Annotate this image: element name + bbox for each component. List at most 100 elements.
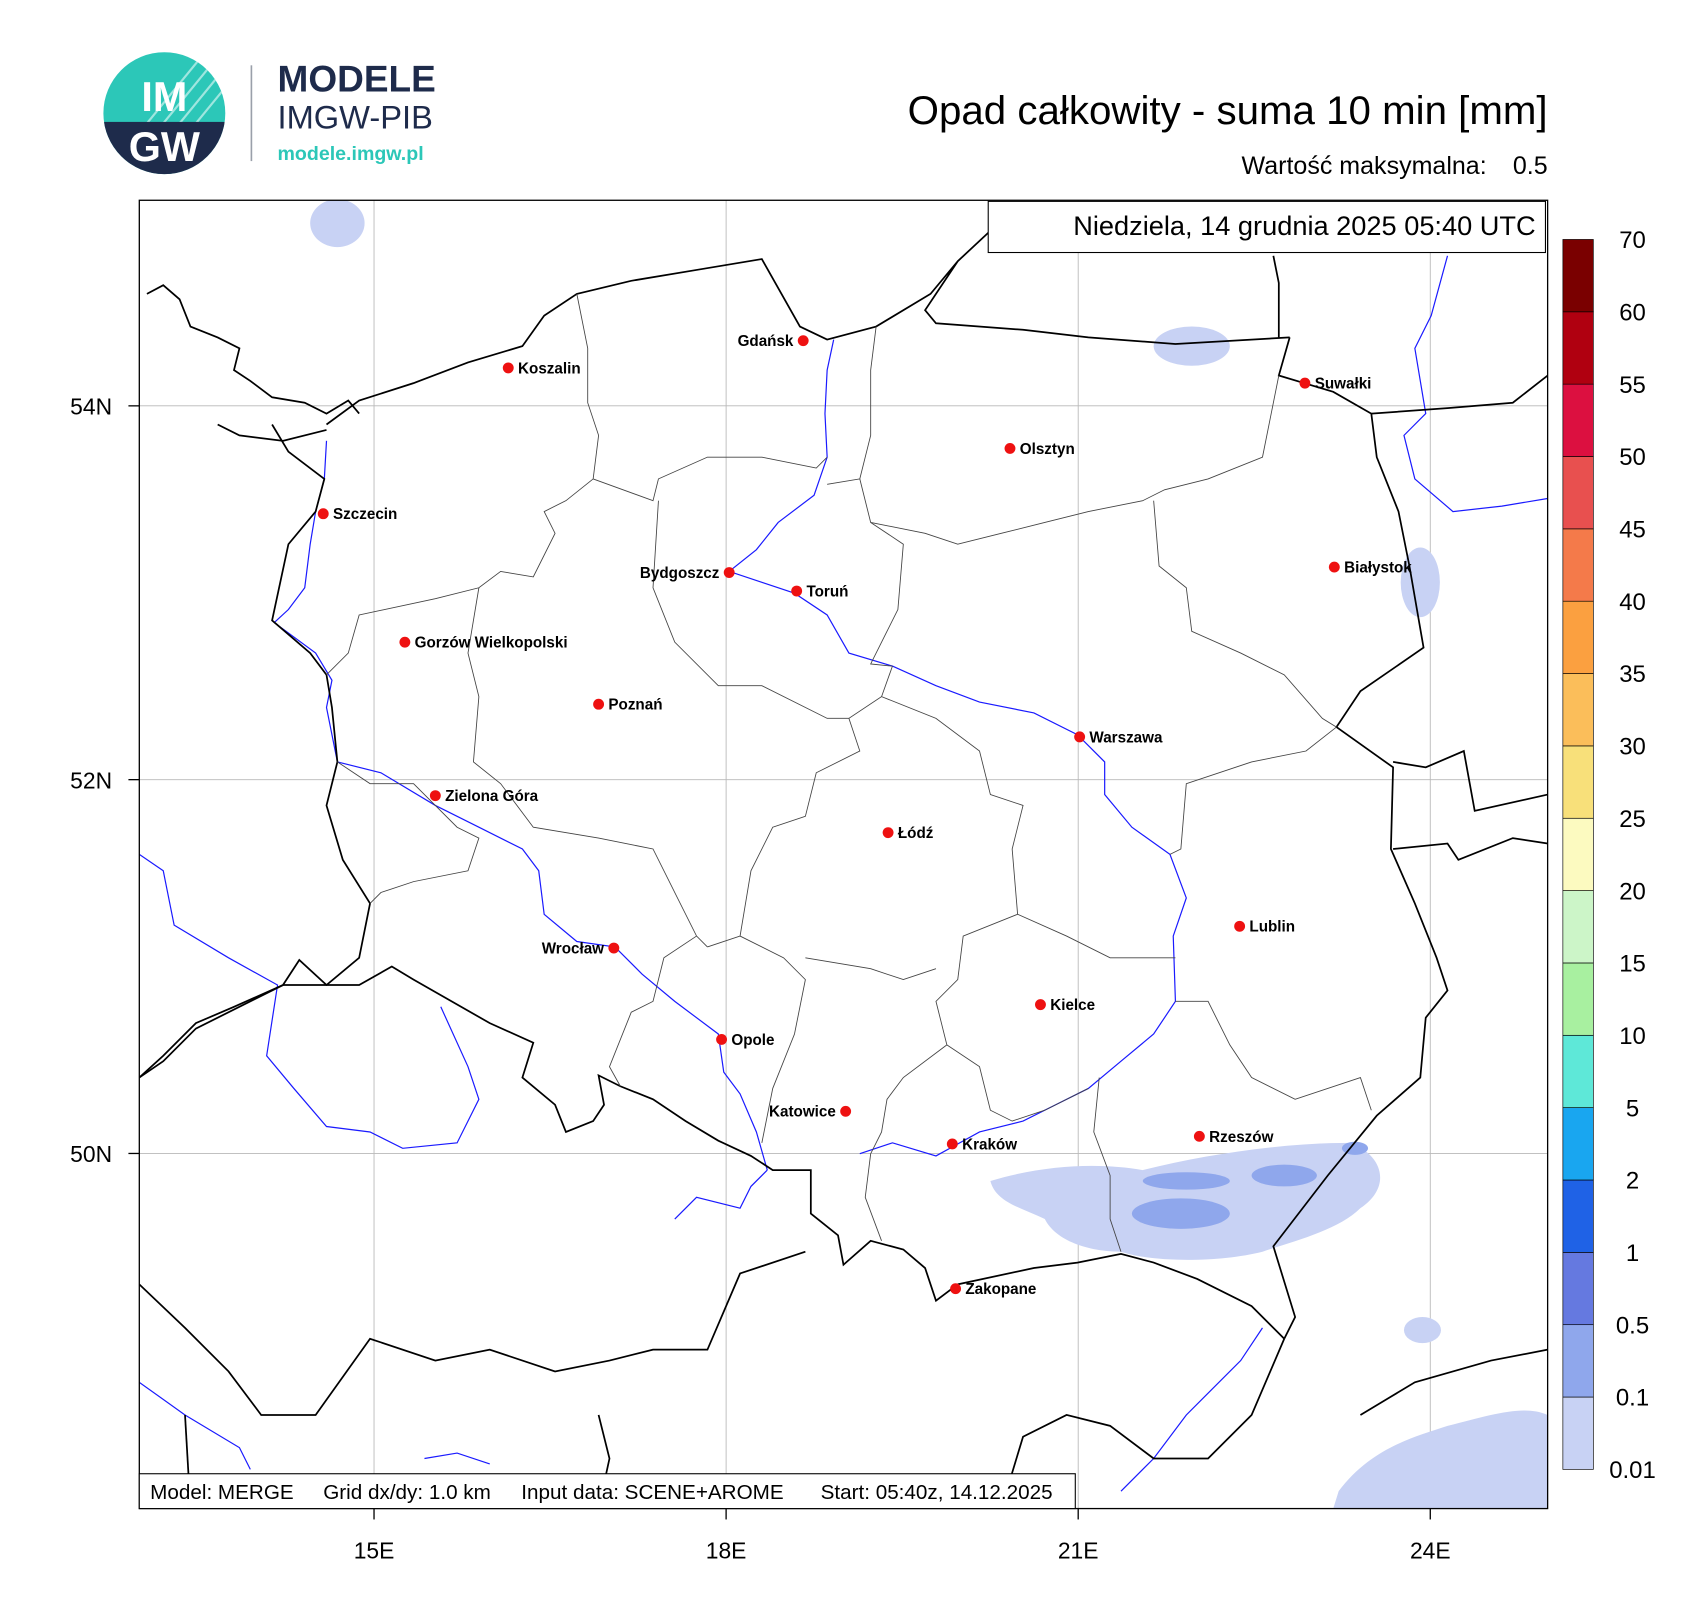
colorbar-label: 5 <box>1626 1095 1639 1122</box>
city-marker <box>791 585 803 597</box>
colorbar-box <box>1562 890 1594 964</box>
city-label: Gdańsk <box>738 333 794 350</box>
y-tick-label: 54N <box>70 394 112 420</box>
precipitation <box>310 200 1548 1509</box>
city-marker <box>1193 1130 1205 1142</box>
city-label: Kraków <box>962 1136 1017 1153</box>
borders <box>139 230 1548 1509</box>
city-marker <box>1328 561 1340 573</box>
max-label: Wartość maksymalna: <box>1242 152 1487 180</box>
city-marker <box>797 335 809 347</box>
city-label: Warszawa <box>1089 729 1163 746</box>
colorbar-box <box>1562 1324 1594 1398</box>
city-label: Zakopane <box>965 1281 1036 1298</box>
city-label: Rzeszów <box>1209 1129 1273 1146</box>
city-marker <box>1234 920 1246 932</box>
logo-top: IM <box>141 74 187 120</box>
city-label: Lublin <box>1249 919 1295 936</box>
city-label: Opole <box>731 1032 774 1049</box>
colorbar-label: 70 <box>1619 227 1646 254</box>
city-label: Wrocław <box>542 940 604 957</box>
city-marker <box>429 790 441 802</box>
colorbar-box <box>1562 456 1594 530</box>
colorbar-label: 45 <box>1619 517 1646 544</box>
colorbar-label: 25 <box>1619 806 1646 833</box>
colorbar-label: 50 <box>1619 444 1646 471</box>
brand: MODELE <box>278 58 436 99</box>
colorbar-box <box>1562 817 1594 891</box>
city-marker <box>317 508 329 520</box>
city-marker <box>946 1138 958 1150</box>
colorbar-box <box>1562 600 1594 674</box>
city-marker <box>1074 731 1086 743</box>
colorbar-label: 35 <box>1619 661 1646 688</box>
colorbar-label: 0.1 <box>1616 1385 1649 1412</box>
logo-bottom: GW <box>129 124 200 170</box>
colorbar-label: 0.01 <box>1609 1457 1656 1484</box>
x-tick-label: 15E <box>354 1538 395 1564</box>
city-marker <box>723 567 735 578</box>
colorbar-box <box>1562 962 1594 1036</box>
colorbar-label: 20 <box>1619 878 1646 905</box>
city-marker <box>840 1105 852 1117</box>
colorbar-box <box>1562 745 1594 819</box>
colorbar-box <box>1562 1179 1594 1253</box>
footer-text: Grid dx/dy: 1.0 km <box>323 1481 491 1504</box>
colorbar-label: 0.5 <box>1616 1312 1649 1339</box>
city-label: Suwałki <box>1315 376 1372 393</box>
regions <box>326 293 1372 1252</box>
city-marker <box>1004 442 1016 454</box>
city-marker <box>593 698 605 710</box>
footer-text: Model: MERGE <box>150 1481 293 1504</box>
footer-text: Input data: SCENE+AROME <box>521 1481 783 1504</box>
brand-sub: IMGW-PIB <box>278 98 433 135</box>
city-marker <box>882 827 894 839</box>
colorbar-label: 60 <box>1619 300 1646 327</box>
colorbar-box <box>1562 673 1594 747</box>
url: modele.imgw.pl <box>278 143 424 165</box>
colorbar-label: 15 <box>1619 951 1646 978</box>
y-tick-label: 52N <box>70 767 112 793</box>
city-label: Katowice <box>769 1104 836 1121</box>
city-marker <box>950 1283 962 1295</box>
x-tick-label: 18E <box>706 1538 747 1564</box>
colorbar-box <box>1562 1034 1594 1108</box>
x-tick-label: 21E <box>1058 1538 1099 1564</box>
city-label: Gorzów Wielkopolski <box>415 635 568 652</box>
colorbar-label: 55 <box>1619 372 1646 399</box>
city-label: Białystok <box>1344 560 1412 577</box>
city-label: Bydgoszcz <box>640 565 720 582</box>
city-label: Toruń <box>806 583 848 600</box>
city-marker <box>1035 999 1046 1011</box>
colorbar-box <box>1562 311 1594 385</box>
colorbar-box <box>1562 1252 1594 1326</box>
colorbar-label: 30 <box>1619 734 1646 761</box>
colorbar-label: 1 <box>1626 1240 1639 1267</box>
logo: IM GW MODELE IMGW-PIB modele.imgw.pl <box>103 52 436 175</box>
city-marker <box>716 1034 728 1045</box>
city-marker <box>399 636 411 648</box>
colorbar-box <box>1562 383 1594 457</box>
map-frame <box>138 199 1549 1510</box>
city-label: Kielce <box>1050 997 1095 1014</box>
colorbar-box <box>1562 1396 1594 1470</box>
footer-text: Start: 05:40z, 14.12.2025 <box>821 1481 1053 1504</box>
colorbar-label: 10 <box>1619 1023 1646 1050</box>
city-label: Zielona Góra <box>445 788 539 805</box>
max-value: 0.5 <box>1513 152 1548 180</box>
colorbar-box <box>1562 239 1594 313</box>
city-label: Łódź <box>898 825 934 842</box>
city-label: Poznań <box>608 697 662 714</box>
title: Opad całkowity - suma 10 min [mm] <box>908 88 1548 133</box>
timestamp-box <box>987 200 1546 254</box>
city-marker <box>502 362 514 374</box>
city-label: Olsztyn <box>1020 441 1075 458</box>
footer-box <box>138 1473 1076 1510</box>
map-area: Gdańsk Koszalin Suwałki Olsztyn Szczecin Biał… <box>139 200 1548 1509</box>
y-tick-label: 50N <box>70 1141 112 1167</box>
colorbar-label: 40 <box>1619 589 1646 616</box>
colorbar-label: 2 <box>1626 1168 1639 1195</box>
city-marker <box>608 942 620 954</box>
